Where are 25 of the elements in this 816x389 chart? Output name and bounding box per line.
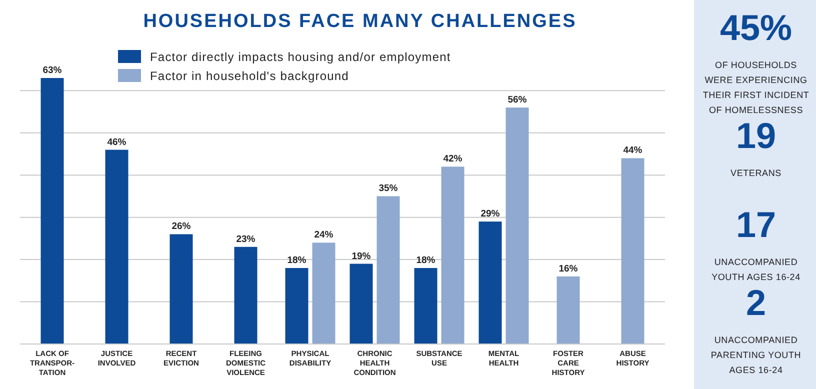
data-label: 16%	[558, 263, 578, 274]
text: 45%	[720, 7, 792, 48]
data-label: 42%	[443, 154, 463, 165]
data-label: 29%	[480, 208, 500, 220]
data-label: 18%	[416, 255, 436, 266]
text: 17	[736, 204, 776, 245]
data-label: 19%	[352, 250, 372, 262]
data-label: 44%	[623, 145, 643, 156]
data-label: 18%	[287, 255, 307, 266]
data-label: 23%	[236, 234, 256, 245]
text: UNACCOMPANIED PARENTING YOUTH AGES 16-24	[710, 335, 802, 375]
text: 2	[746, 282, 766, 323]
text: 19	[736, 115, 776, 156]
legend-label: Factor directly impacts housing and/or employment	[150, 50, 451, 64]
chart-title: HOUSEHOLDS FACE MANY CHALLENGES	[143, 11, 577, 32]
text: VETERANS	[730, 168, 782, 178]
legend-label: Factor in household's background	[150, 69, 349, 83]
text: UNACCOMPANIED YOUTH AGES 16-24	[712, 257, 800, 282]
data-label: 26%	[172, 221, 192, 232]
text: OF HOUSEHOLDS WERE EXPERIENCING THEIR FIRST INCIDENT OF HOMELESSNESS	[702, 60, 810, 115]
data-label: 46%	[107, 136, 127, 148]
data-label: 24%	[314, 230, 334, 241]
data-label: 63%	[42, 65, 62, 76]
data-label: 35%	[378, 183, 398, 194]
data-label: 56%	[508, 94, 528, 106]
